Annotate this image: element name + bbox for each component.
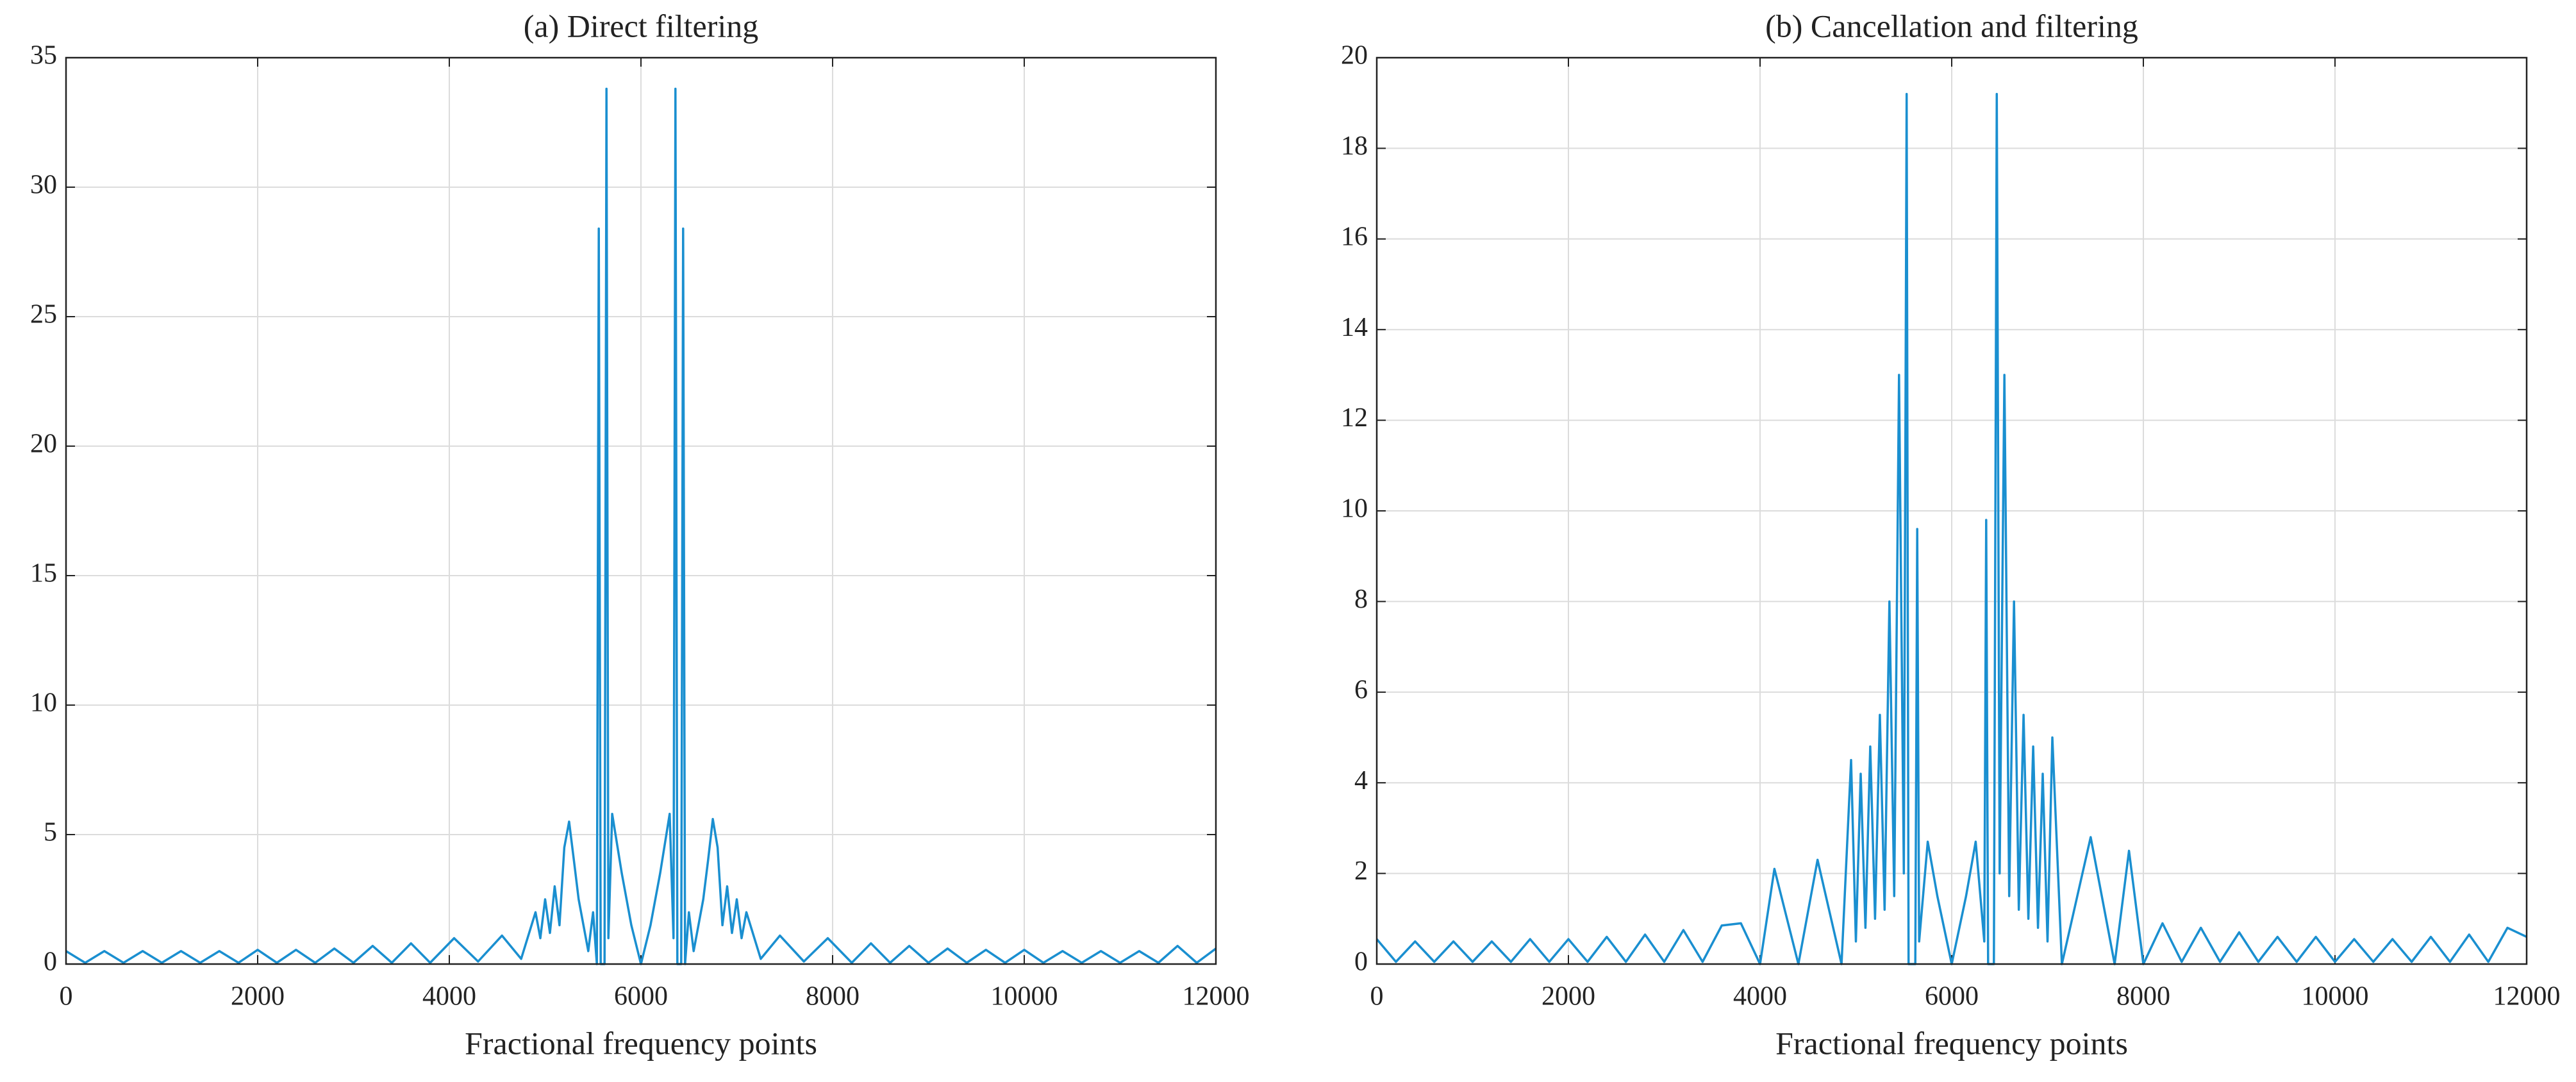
- y-tick-label: 4: [1354, 766, 1368, 795]
- x-tick-label: 10000: [991, 982, 1058, 1011]
- chart-title: (b) Cancellation and filtering: [1765, 8, 2138, 44]
- y-tick-label: 6: [1354, 675, 1368, 704]
- x-tick-label: 4000: [422, 982, 476, 1011]
- y-tick-label: 20: [30, 429, 57, 459]
- x-axis-label: Fractional frequency points: [1775, 1025, 2128, 1061]
- y-tick-label: 12: [1341, 403, 1368, 433]
- y-tick-label: 10: [1341, 494, 1368, 524]
- chart-title: (a) Direct filtering: [524, 8, 758, 44]
- x-tick-label: 2000: [1541, 982, 1595, 1011]
- y-tick-label: 8: [1354, 585, 1368, 614]
- y-tick-label: 20: [1341, 41, 1368, 71]
- y-tick-label: 15: [30, 559, 57, 588]
- y-tick-label: 0: [44, 947, 57, 977]
- y-tick-label: 16: [1341, 222, 1368, 251]
- x-tick-label: 10000: [2302, 982, 2369, 1011]
- y-tick-label: 35: [30, 41, 57, 71]
- x-tick-label: 6000: [1925, 982, 1979, 1011]
- x-tick-label: 2000: [231, 982, 285, 1011]
- x-tick-label: 12000: [1183, 982, 1250, 1011]
- x-tick-label: 4000: [1733, 982, 1787, 1011]
- y-tick-label: 14: [1341, 313, 1368, 342]
- x-tick-label: 8000: [806, 982, 860, 1011]
- x-tick-label: 8000: [2116, 982, 2170, 1011]
- x-tick-label: 12000: [2493, 982, 2561, 1011]
- y-tick-label: 25: [30, 300, 57, 329]
- plot-frame: [1375, 56, 2528, 965]
- y-tick-label: 18: [1341, 131, 1368, 161]
- y-tick-label: 0: [1354, 947, 1368, 977]
- y-tick-label: 2: [1354, 856, 1368, 886]
- y-tick-label: 5: [44, 818, 57, 847]
- x-tick-label: 0: [1370, 982, 1384, 1011]
- y-tick-label: 10: [30, 688, 57, 718]
- x-axis-label: Fractional frequency points: [465, 1025, 817, 1061]
- x-tick-label: 6000: [614, 982, 668, 1011]
- y-tick-label: 30: [30, 171, 57, 200]
- plot-frame: [65, 56, 1217, 965]
- x-tick-label: 0: [60, 982, 73, 1011]
